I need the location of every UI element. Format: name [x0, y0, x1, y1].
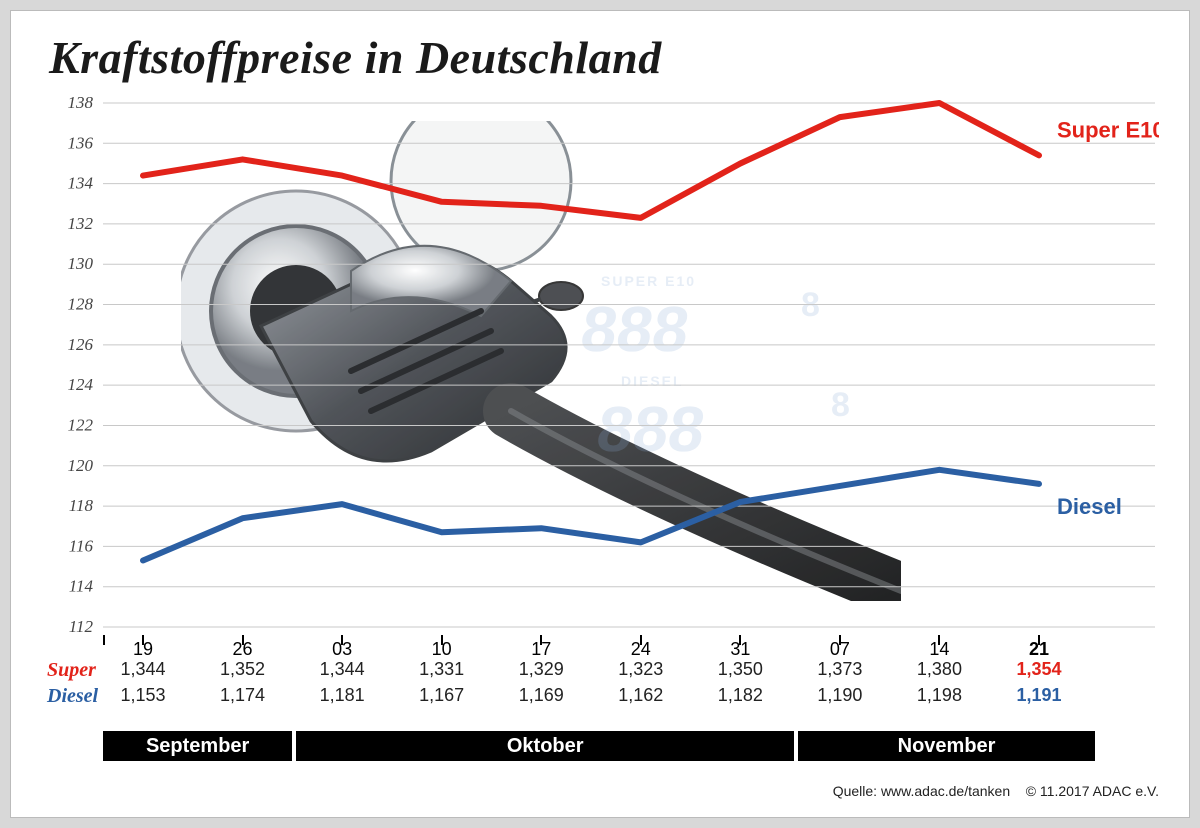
row-label-diesel: Diesel: [47, 685, 98, 708]
table-cell: 1,167: [419, 685, 464, 706]
table-cell: 1,352: [220, 659, 265, 680]
svg-text:124: 124: [68, 375, 94, 394]
svg-text:128: 128: [68, 295, 94, 314]
table-cell: 1,350: [718, 659, 763, 680]
series-label-diesel: Diesel: [1057, 494, 1122, 519]
table-cell: 1,198: [917, 685, 962, 706]
table-cell: 1,344: [120, 659, 165, 680]
table-row-diesel: Diesel 1,153 1,174 1,181 1,167 1,169 1,162 1,1…: [49, 685, 1159, 711]
chart-title: Kraftstoffpreise in Deutschland: [49, 31, 662, 84]
x-tick-label: 03: [332, 639, 352, 660]
x-tick-label: 26: [233, 639, 253, 660]
copyright: © 11.2017 ADAC e.V.: [1026, 783, 1159, 799]
svg-text:134: 134: [68, 174, 94, 193]
x-tick-label: 21: [1029, 639, 1049, 660]
table-cell: 1,182: [718, 685, 763, 706]
source-url: www.adac.de/tanken: [881, 783, 1010, 799]
svg-text:130: 130: [68, 254, 94, 273]
x-tick-label: 19: [133, 639, 153, 660]
table-cell: 1,331: [419, 659, 464, 680]
month-label: Oktober: [296, 731, 794, 761]
month-label: November: [798, 731, 1095, 761]
x-tick-label: 10: [432, 639, 452, 660]
svg-text:138: 138: [68, 97, 94, 112]
table-cell: 1,373: [817, 659, 862, 680]
x-tick-label: 17: [531, 639, 551, 660]
x-tick-row: 19 26 03 10 17 24 31 07 14 21: [49, 635, 1159, 659]
svg-text:114: 114: [69, 577, 94, 596]
svg-text:132: 132: [68, 214, 94, 233]
y-axis-labels: 112 114 116 118 120 122 124 126 128 130 132 134 136 1…: [68, 97, 94, 633]
x-tick-label: 31: [730, 639, 750, 660]
table-cell: 1,153: [120, 685, 165, 706]
series-label-super: Super E10: [1057, 117, 1159, 142]
x-axis: 19 26 03 10 17 24 31 07 14 21 Super 1,344 1,352 1,3…: [49, 635, 1159, 711]
series-diesel: [143, 470, 1039, 561]
table-cell: 1,181: [320, 685, 365, 706]
table-cell: 1,191: [1016, 685, 1061, 706]
row-label-super: Super: [47, 659, 96, 682]
table-cell: 1,162: [618, 685, 663, 706]
x-tick-label: 14: [929, 639, 949, 660]
table-row-super: Super 1,344 1,352 1,344 1,331 1,329 1,323 1,35…: [49, 659, 1159, 685]
table-cell: 1,380: [917, 659, 962, 680]
x-tick-label: 07: [830, 639, 850, 660]
svg-text:136: 136: [68, 133, 94, 152]
table-cell: 1,329: [519, 659, 564, 680]
month-label: September: [103, 731, 292, 761]
series-super-e10: [143, 103, 1039, 218]
infographic-page: Kraftstoffpreise in Deutschland: [10, 10, 1190, 818]
svg-text:112: 112: [69, 617, 94, 633]
table-cell: 1,354: [1016, 659, 1061, 680]
price-chart: 112 114 116 118 120 122 124 126 128 130 132 134 136 1…: [49, 97, 1159, 633]
month-bar: SeptemberOktoberNovember: [49, 731, 1087, 761]
svg-text:116: 116: [69, 536, 94, 555]
table-cell: 1,174: [220, 685, 265, 706]
x-tick-label: 24: [631, 639, 651, 660]
source-label: Quelle:: [833, 783, 877, 799]
svg-text:126: 126: [68, 335, 94, 354]
table-cell: 1,344: [320, 659, 365, 680]
svg-text:122: 122: [68, 415, 94, 434]
table-cell: 1,190: [817, 685, 862, 706]
gridlines: [103, 103, 1155, 627]
table-cell: 1,169: [519, 685, 564, 706]
source-footer: Quelle: www.adac.de/tanken © 11.2017 ADA…: [833, 783, 1159, 799]
svg-text:118: 118: [69, 496, 94, 515]
svg-text:120: 120: [68, 456, 94, 475]
table-cell: 1,323: [618, 659, 663, 680]
